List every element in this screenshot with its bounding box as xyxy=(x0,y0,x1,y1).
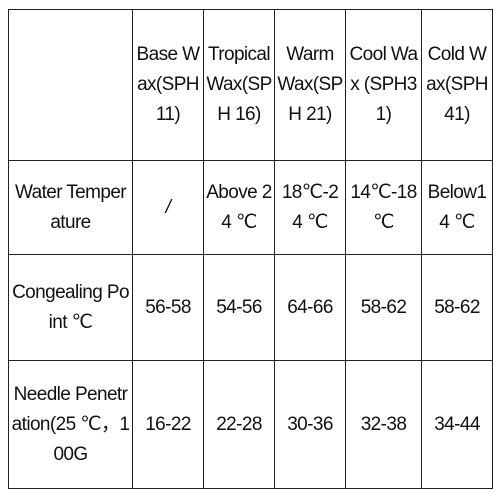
column-header-base-wax: Base Wax(SPH 11) xyxy=(132,9,204,161)
cell-value: 64-66 xyxy=(274,254,346,361)
table-row-needle-penetration: Needle Penetration(25 ℃，100G 16-22 22-28… xyxy=(8,360,493,489)
cell-value: 56-58 xyxy=(132,254,204,361)
cell-value: 32-38 xyxy=(345,360,422,489)
row-label-congealing-point: Congealing Point ℃ xyxy=(8,254,133,361)
column-header-cool-wax: Cool Wax (SPH31) xyxy=(345,9,422,161)
cell-value: 30-36 xyxy=(274,360,346,489)
cell-value: 34-44 xyxy=(421,360,493,489)
table-row-congealing-point: Congealing Point ℃ 56-58 54-56 64-66 58-… xyxy=(8,254,493,361)
row-label-needle-penetration: Needle Penetration(25 ℃，100G xyxy=(8,360,133,489)
wax-spec-table: Base Wax(SPH 11) Tropical Wax(SPH 16) Wa… xyxy=(8,9,493,489)
header-row: Base Wax(SPH 11) Tropical Wax(SPH 16) Wa… xyxy=(8,9,493,161)
cell-value: / xyxy=(132,160,204,255)
cell-value: Above 24 ℃ xyxy=(203,160,275,255)
cell-value: 14℃-18 ℃ xyxy=(345,160,422,255)
cell-value: Below14 ℃ xyxy=(421,160,493,255)
cell-value: 58-62 xyxy=(345,254,422,361)
cell-value: 58-62 xyxy=(421,254,493,361)
cell-value: 18℃-24 ℃ xyxy=(274,160,346,255)
cell-value: 16-22 xyxy=(132,360,204,489)
column-header-cold-wax: Cold Wax(SPH 41) xyxy=(421,9,493,161)
row-label-water-temperature: Water Temperature xyxy=(8,160,133,255)
cell-value: 54-56 xyxy=(203,254,275,361)
cell-value: 22-28 xyxy=(203,360,275,489)
column-header-tropical-wax: Tropical Wax(SPH 16) xyxy=(203,9,275,161)
table-row-water-temperature: Water Temperature / Above 24 ℃ 18℃-24 ℃ … xyxy=(8,160,493,255)
corner-cell xyxy=(8,9,133,161)
column-header-warm-wax: Warm Wax(SPH 21) xyxy=(274,9,346,161)
